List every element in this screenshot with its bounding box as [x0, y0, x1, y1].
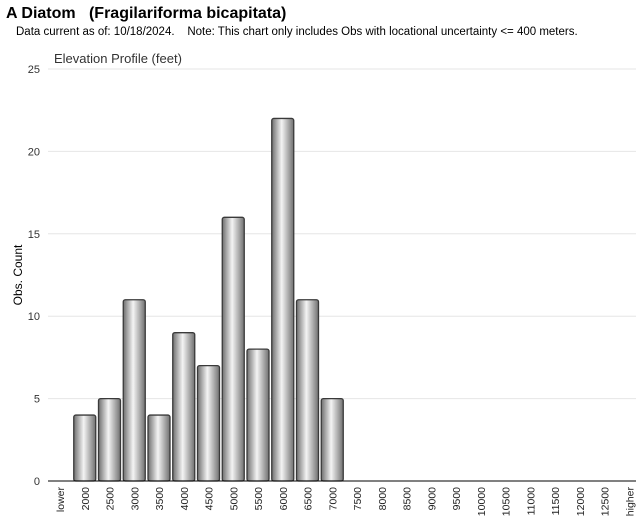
bar-3000 [122, 299, 146, 482]
x-tick-label: 2500 [105, 487, 117, 511]
bar-5000 [221, 216, 245, 482]
y-tick-label: 25 [28, 64, 40, 76]
data-note: Data current as of: 10/18/2024. Note: Th… [16, 26, 578, 38]
bar-2000 [73, 414, 97, 482]
x-tick-label: 2000 [80, 487, 92, 511]
x-tick-label: 9500 [451, 487, 463, 511]
page-title: A Diatom (Fragilariforma bicapitata) [6, 5, 287, 22]
x-tick-label: 3500 [154, 487, 166, 511]
chart-title: Elevation Profile (feet) [54, 51, 182, 66]
bar-2500 [97, 397, 122, 482]
y-tick-label: 5 [34, 394, 40, 406]
bar-4000 [172, 332, 196, 482]
bar-4500 [196, 364, 221, 482]
x-tick-label: 4500 [204, 487, 216, 511]
x-tick-label: higher [624, 487, 636, 517]
x-tick-label: lower [55, 486, 67, 512]
y-tick-label: 0 [34, 476, 40, 488]
x-tick-label: 5000 [228, 487, 240, 511]
x-tick-label: 3000 [129, 487, 141, 511]
x-tick-label: 11500 [550, 487, 562, 516]
x-tick-label: 12000 [575, 487, 587, 516]
y-axis-label: Obs. Count [11, 244, 25, 305]
y-tick-label: 20 [28, 146, 40, 158]
x-tick-label: 4000 [179, 487, 191, 511]
y-tick-label: 10 [28, 311, 40, 323]
x-tick-label: 10000 [476, 487, 488, 516]
x-tick-label: 10500 [501, 487, 513, 516]
x-tick-label: 8500 [402, 487, 414, 511]
y-tick-label: 15 [28, 229, 40, 241]
bar-7000 [320, 397, 344, 482]
bar-6500 [295, 299, 320, 482]
x-tick-label: 11000 [525, 487, 537, 516]
x-tick-label: 12500 [600, 487, 612, 516]
bar-3500 [147, 414, 171, 482]
x-tick-label: 6000 [278, 487, 290, 511]
x-tick-label: 7000 [327, 487, 339, 511]
x-tick-label: 9000 [426, 487, 438, 511]
x-tick-label: 5500 [253, 487, 265, 511]
bar-5500 [246, 348, 270, 482]
x-tick-label: 8000 [377, 487, 389, 511]
x-tick-label: 6500 [303, 487, 315, 511]
x-tick-label: 7500 [352, 487, 364, 511]
bar-6000 [271, 117, 295, 482]
